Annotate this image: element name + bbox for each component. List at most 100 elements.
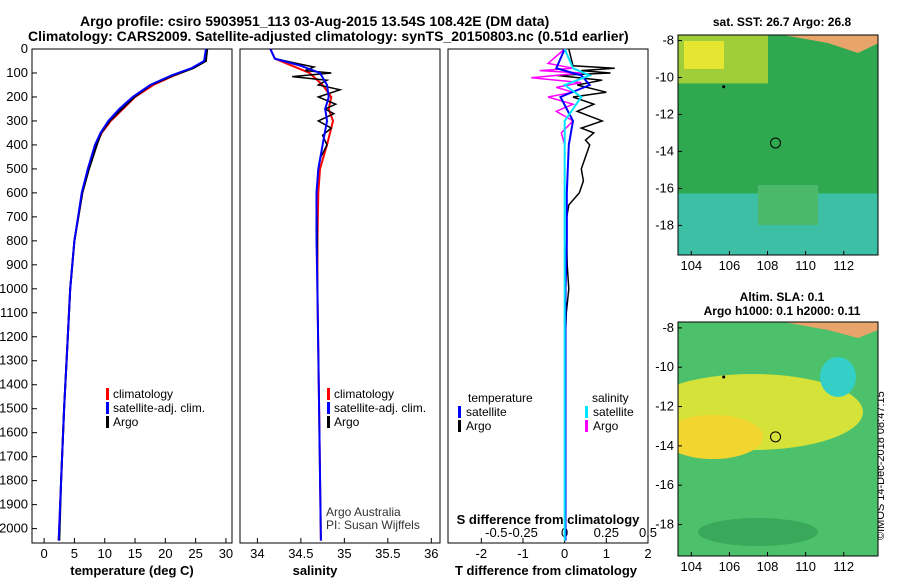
- salinity-x-tick-label: 35.5: [375, 546, 400, 561]
- salinity-difference-tick-label: -0.5: [485, 525, 507, 540]
- sla-high-core: [678, 415, 763, 459]
- depth-tick-label: 1800: [0, 473, 28, 488]
- depth-tick-label: 600: [6, 185, 28, 200]
- temperature-climatology-line: [57, 48, 208, 541]
- salinity-argo-line: [269, 48, 343, 541]
- depth-tick-label: 2000: [0, 521, 28, 536]
- java-coast-land: [783, 322, 878, 338]
- temperature-argo-line: [58, 48, 209, 541]
- depth-tick-label: 300: [6, 113, 28, 128]
- argo-position-marker: [770, 431, 782, 443]
- difference-legend-temperature-entry: Argo: [466, 419, 492, 433]
- depth-tick-label: 200: [6, 89, 28, 104]
- depth-tick-label: 1000: [0, 281, 28, 296]
- temperature-x-tick-label: 25: [188, 546, 202, 561]
- salinity-x-tick-label: 34: [250, 546, 264, 561]
- temperature-legend-entry: Argo: [113, 415, 139, 429]
- sla-low-core: [820, 357, 856, 397]
- map-x-tick-label: 104: [680, 258, 702, 273]
- depth-tick-label: 1700: [0, 449, 28, 464]
- depth-tick-label: 1100: [0, 305, 28, 320]
- map-y-tick-label: -12: [655, 106, 674, 121]
- pi-label: PI: Susan Wijffels: [326, 518, 420, 532]
- legend-swatch: [106, 402, 109, 414]
- depth-tick-label: 1900: [0, 497, 28, 512]
- salinity-difference-tick-label: 0.5: [639, 525, 657, 540]
- salinity-x-tick-label: 35: [337, 546, 351, 561]
- legend-swatch: [585, 420, 588, 432]
- depth-tick-label: 700: [6, 209, 28, 224]
- difference-legend-temperature-entry: satellite: [466, 405, 507, 419]
- difference-x-tick-label: -2: [476, 546, 488, 561]
- map-x-tick-label: 108: [757, 258, 779, 273]
- previous-position-dot: [722, 85, 726, 89]
- salinity-x-tick-label: 36: [424, 546, 438, 561]
- legend-swatch: [327, 388, 330, 400]
- sla-map-title-2: Argo h1000: 0.1 h2000: 0.11: [703, 304, 861, 318]
- sla-map-title-1: Altim. SLA: 0.1: [739, 290, 825, 304]
- sst-map-title: sat. SST: 26.7 Argo: 26.8: [712, 15, 852, 29]
- difference-legend-salinity-entry: satellite: [593, 405, 634, 419]
- map-y-tick-label: -14: [655, 143, 674, 158]
- legend-swatch: [585, 406, 588, 418]
- depth-tick-label: 900: [6, 257, 28, 272]
- sla-map-field: [678, 322, 878, 556]
- argo-australia-label: Argo Australia: [326, 505, 401, 519]
- title-line-2: Climatology: CARS2009. Satellite-adjuste…: [28, 28, 629, 44]
- sst-map-frame: [677, 34, 879, 256]
- difference-x-tick-label: 2: [644, 546, 651, 561]
- salinity-difference-argo-line: [531, 48, 582, 541]
- map-x-tick-label: 106: [719, 258, 741, 273]
- sst-map: [677, 34, 879, 256]
- map-x-tick-label: 106: [719, 559, 741, 574]
- temperature-difference-label: T difference from climatology: [455, 563, 638, 578]
- depth-tick-label: 100: [6, 65, 28, 80]
- map-y-tick-label: -8: [662, 33, 674, 48]
- map-y-tick-label: -18: [655, 217, 674, 232]
- map-x-tick-label: 112: [833, 559, 854, 574]
- salinity-legend-entry: Argo: [334, 415, 360, 429]
- sla-map: [677, 321, 879, 557]
- salinity-difference-tick-label: 0.25: [594, 525, 619, 540]
- legend-swatch: [106, 388, 109, 400]
- salinity-x-label: salinity: [293, 563, 339, 578]
- difference-x-tick-label: -1: [517, 546, 529, 561]
- sst-patch: [758, 185, 818, 225]
- map-x-tick-label: 110: [795, 559, 816, 574]
- map-x-tick-label: 108: [757, 559, 779, 574]
- depth-tick-label: 500: [6, 161, 28, 176]
- salinity-climatology-line: [269, 48, 335, 541]
- sla-low-patch: [698, 518, 818, 546]
- salinity-panel-frame: [239, 48, 441, 544]
- sla-map-frame: [677, 321, 879, 557]
- difference-x-tick-label: 0: [561, 546, 568, 561]
- temperature-legend-entry: satellite-adj. clim.: [113, 401, 205, 415]
- temperature-x-tick-label: 30: [219, 546, 233, 561]
- depth-tick-label: 800: [6, 233, 28, 248]
- legend-swatch: [327, 402, 330, 414]
- previous-position-dot: [722, 375, 726, 379]
- difference-legend-salinity-heading: salinity: [592, 391, 629, 405]
- salinity-satellite-line: [269, 48, 330, 541]
- temperature-x-tick-label: 15: [128, 546, 142, 561]
- depth-tick-label: 1300: [0, 353, 28, 368]
- map-y-tick-label: -12: [655, 399, 674, 414]
- depth-tick-label: 1200: [0, 329, 28, 344]
- map-y-tick-label: -16: [655, 180, 674, 195]
- sst-warm-core: [684, 41, 724, 69]
- java-coast-land: [783, 35, 878, 53]
- map-y-tick-label: -10: [655, 70, 674, 85]
- depth-tick-label: 1600: [0, 425, 28, 440]
- salinity-difference-satellite-line: [562, 48, 593, 541]
- legend-swatch: [458, 406, 461, 418]
- map-y-tick-label: -10: [655, 359, 674, 374]
- temperature-panel-frame: [31, 48, 233, 544]
- map-y-tick-label: -14: [655, 438, 674, 453]
- argo-position-marker: [770, 137, 782, 149]
- temperature-legend-entry: climatology: [113, 387, 173, 401]
- temperature-x-label: temperature (deg C): [70, 563, 194, 578]
- legend-swatch: [458, 420, 461, 432]
- difference-legend-temperature-heading: temperature: [468, 391, 533, 405]
- map-x-tick-label: 110: [795, 258, 816, 273]
- salinity-difference-tick-label: -0.25: [508, 525, 538, 540]
